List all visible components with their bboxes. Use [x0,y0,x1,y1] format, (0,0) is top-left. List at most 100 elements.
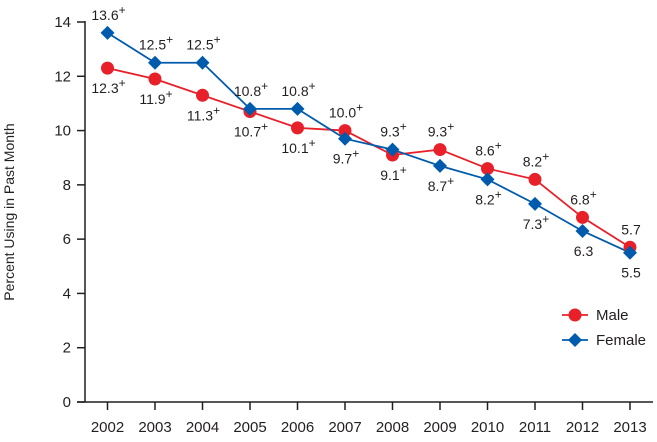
data-label-male: 8.6+ [475,139,501,159]
data-point-female [385,142,400,157]
series-layer [100,25,637,260]
data-point-female [623,245,637,260]
data-label-female: 8.2+ [475,187,501,207]
data-label-value: 9.7 [333,151,353,167]
data-label-female: 13.6+ [91,3,125,23]
data-label-male: 6.8+ [570,187,596,207]
x-tick-label: 2008 [376,419,409,436]
legend: Male Female [562,307,646,349]
significance-marker: + [352,147,359,161]
data-labels: 12.3+11.9+11.3+10.7+10.1+10.0+9.1+9.3+8.… [91,3,641,281]
data-label-male: 10.1+ [281,136,315,156]
data-label-female: 5.5 [621,265,641,281]
x-tick-label: 2010 [471,419,504,436]
significance-marker: + [213,103,220,117]
data-label-value: 8.7 [428,178,448,194]
data-point-male [528,172,542,186]
data-point-male [338,124,352,138]
data-label-male: 5.7 [621,221,641,237]
data-label-value: 8.6 [475,143,495,159]
data-label-male: 10.0+ [329,101,363,121]
data-point-female [243,101,257,116]
data-label-female: 12.5+ [139,33,173,53]
data-point-male [101,61,114,75]
data-label-female: 8.7+ [428,174,454,194]
data-point-female [575,224,590,238]
data-point-male [433,143,447,157]
legend-label-male: Male [596,307,629,324]
x-tick-label: 2003 [138,419,171,436]
data-point-male [481,162,494,176]
data-label-female: 9.3+ [380,120,406,140]
y-tick-label: 2 [63,340,71,357]
data-point-female [148,55,162,70]
y-tick-label: 4 [63,285,71,302]
x-tick-label: 2013 [613,419,646,436]
data-label-female: 6.3 [574,243,594,259]
significance-marker: + [356,101,363,115]
data-label-female: 10.8+ [234,79,268,99]
data-point-female [480,172,495,187]
data-label-value: 9.3 [380,124,400,140]
data-label-male: 8.2+ [523,149,549,169]
y-tick-label: 8 [63,177,71,194]
data-label-female: 9.7+ [333,147,359,167]
y-axis-label: Percent Using in Past Month [1,123,17,300]
data-label-value: 8.2 [475,191,495,207]
x-tick-label: 2006 [281,419,314,436]
y-tick-label: 6 [63,231,71,248]
data-point-female [290,101,305,116]
data-label-value: 8.2 [523,153,543,169]
significance-marker: + [309,136,316,150]
diamond-marker-icon [568,333,582,347]
data-label-value: 7.3 [523,216,543,232]
significance-marker: + [166,87,173,101]
significance-marker: + [119,3,126,17]
data-point-female [338,131,352,146]
data-label-male: 9.1+ [380,163,406,183]
circle-marker-icon [568,308,582,322]
axes: 0 2 4 6 8 10 12 14 2002 2003 2004 2005 2006 2007 2008 2… [54,14,653,436]
data-label-male: 10.7+ [234,120,268,140]
data-label-value: 11.3 [187,107,213,123]
data-label-male: 11.9+ [139,87,172,107]
data-label-value: 10.8 [281,83,308,99]
significance-marker: + [400,163,407,177]
data-label-value: 10.1 [281,140,308,156]
data-point-female [528,196,542,211]
data-label-value: 13.6 [91,7,118,23]
data-label-value: 10.8 [234,83,261,99]
x-tick-label: 2011 [519,419,551,436]
significance-marker: + [495,139,502,153]
y-tick-label: 12 [54,68,71,85]
data-label-male: 12.3+ [91,76,125,96]
significance-marker: + [119,76,126,90]
legend-label-female: Female [596,332,646,349]
data-label-male: 11.3+ [187,103,220,123]
data-point-female [195,55,210,70]
significance-marker: + [590,187,597,201]
x-tick-label: 2004 [186,419,219,436]
y-tick-label: 0 [63,394,71,411]
x-tick-label: 2007 [328,419,361,436]
y-tick-label: 14 [54,14,71,31]
data-label-value: 6.3 [574,243,594,259]
significance-marker: + [261,120,268,134]
data-label-value: 5.5 [621,265,641,281]
data-label-value: 9.3 [428,124,448,140]
significance-marker: + [309,79,316,93]
data-label-value: 10.7 [234,124,261,140]
significance-marker: + [400,120,407,134]
significance-marker: + [542,149,549,163]
x-tick-label: 2005 [233,419,266,436]
data-label-male: 9.3+ [428,120,454,140]
data-label-value: 10.0 [329,105,356,121]
y-tick-label: 10 [54,123,71,140]
series-line-male [107,67,631,249]
data-label-female: 10.8+ [281,79,315,99]
series-line-female [107,32,631,254]
significance-marker: + [542,212,549,226]
data-point-male [576,210,589,224]
data-label-value: 11.9 [139,91,165,107]
